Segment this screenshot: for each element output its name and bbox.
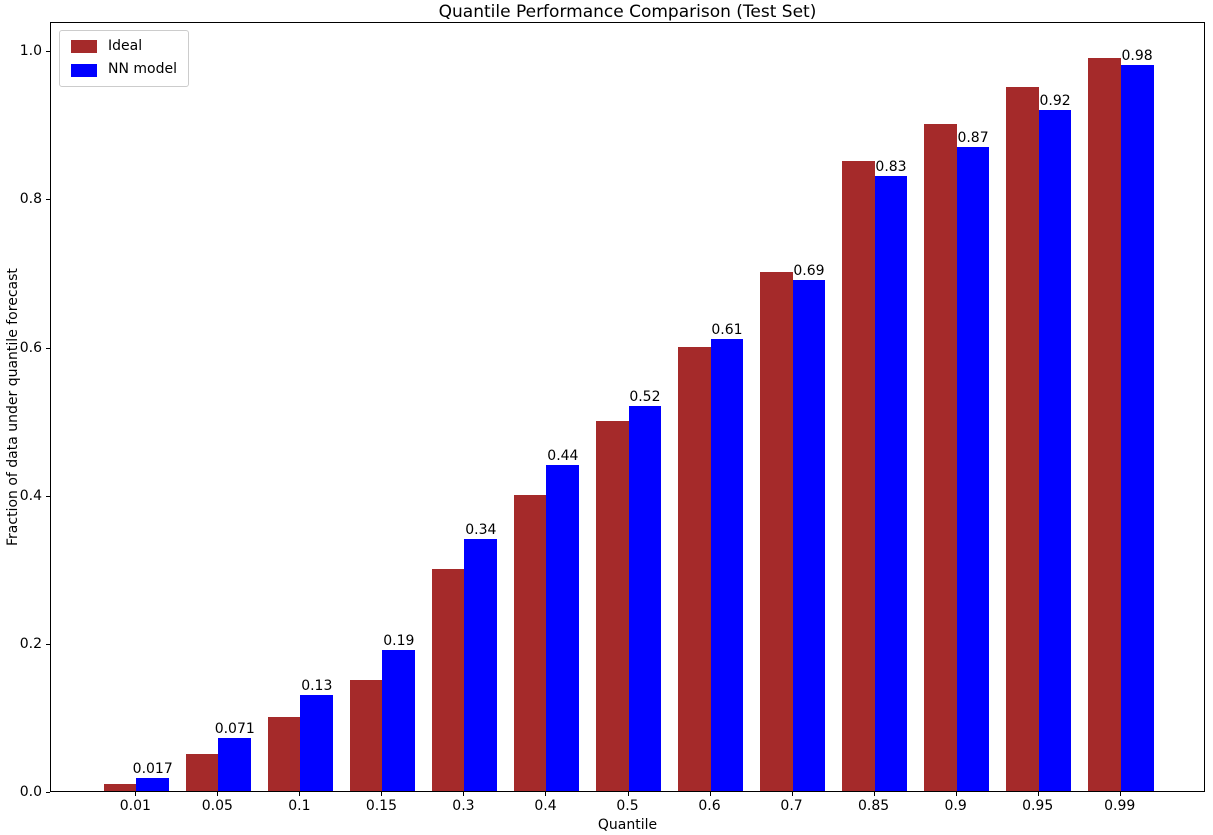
bar-nn-model bbox=[956, 146, 990, 791]
x-tick-label: 0.99 bbox=[1104, 798, 1136, 814]
bar-nn-model bbox=[136, 778, 170, 791]
y-tick-label: 0.2 bbox=[19, 635, 42, 652]
bar-ideal bbox=[513, 494, 547, 791]
y-tick-label: 1.0 bbox=[19, 43, 42, 60]
y-tick-mark bbox=[46, 792, 50, 793]
bar-value-label: 0.69 bbox=[793, 262, 825, 279]
bar-nn-model bbox=[464, 539, 498, 791]
y-tick-label: 0.0 bbox=[19, 784, 42, 800]
bar-ideal bbox=[349, 679, 383, 791]
bar-ideal bbox=[759, 272, 793, 791]
legend-label-nn-model: NN model bbox=[108, 61, 177, 78]
bar-ideal bbox=[1087, 57, 1121, 791]
x-tick-label: 0.85 bbox=[858, 798, 890, 814]
x-tick-label: 0.05 bbox=[201, 798, 233, 814]
x-tick-label: 0.1 bbox=[288, 798, 311, 814]
bar-nn-model bbox=[1038, 109, 1072, 791]
bar-value-label: 0.13 bbox=[301, 677, 333, 694]
x-tick-mark bbox=[627, 792, 629, 796]
bar-nn-model bbox=[382, 650, 416, 791]
x-tick-label: 0.6 bbox=[698, 798, 721, 814]
y-tick-mark bbox=[46, 347, 50, 349]
x-tick-label: 0.4 bbox=[534, 798, 557, 814]
x-tick-mark bbox=[135, 792, 137, 796]
legend-swatch-nn-model bbox=[71, 63, 97, 77]
y-tick-label: 0.4 bbox=[19, 487, 42, 504]
legend: Ideal NN model bbox=[59, 30, 189, 87]
bar-nn-model bbox=[874, 176, 908, 791]
bar-ideal bbox=[923, 124, 957, 791]
y-axis-label: Fraction of data under quantile forecast bbox=[5, 268, 21, 546]
x-tick-mark bbox=[545, 792, 547, 796]
y-tick-label: 0.8 bbox=[19, 191, 42, 208]
bar-ideal bbox=[431, 568, 465, 791]
bar-value-label: 0.52 bbox=[629, 388, 661, 405]
bar-ideal bbox=[841, 161, 875, 791]
bar-ideal bbox=[1005, 87, 1039, 791]
bar-value-label: 0.92 bbox=[1039, 92, 1071, 109]
legend-swatch-ideal bbox=[71, 40, 97, 54]
bar-nn-model bbox=[218, 738, 252, 791]
x-tick-mark bbox=[299, 792, 301, 796]
bar-nn-model bbox=[1120, 65, 1154, 791]
bar-ideal bbox=[185, 753, 219, 791]
bar-nn-model bbox=[546, 465, 580, 791]
x-tick-mark bbox=[873, 792, 875, 796]
x-tick-mark bbox=[791, 792, 793, 796]
plot-area: Ideal NN model 0.017 0.071 0.13 0.19 0.34 0.44… bbox=[50, 22, 1205, 792]
bar-value-label: 0.071 bbox=[214, 721, 255, 738]
x-tick-label: 0.7 bbox=[780, 798, 803, 814]
bar-nn-model bbox=[710, 339, 744, 791]
x-tick-label: 0.3 bbox=[452, 798, 475, 814]
x-tick-label: 0.95 bbox=[1022, 798, 1054, 814]
y-tick-mark bbox=[46, 199, 50, 201]
x-tick-label: 0.01 bbox=[119, 798, 151, 814]
bar-value-label: 0.61 bbox=[711, 322, 743, 339]
bar-ideal bbox=[595, 420, 629, 791]
bar-nn-model bbox=[792, 279, 826, 791]
bar-ideal bbox=[103, 783, 137, 791]
y-tick-label: 0.6 bbox=[19, 339, 42, 356]
bar-value-label: 0.017 bbox=[132, 761, 173, 778]
legend-entry-ideal: Ideal bbox=[71, 38, 177, 54]
bar-ideal bbox=[267, 716, 301, 791]
x-tick-mark bbox=[709, 792, 711, 796]
y-tick-mark bbox=[46, 643, 50, 645]
bar-value-label: 0.19 bbox=[383, 633, 415, 650]
bar-nn-model bbox=[628, 405, 662, 791]
x-tick-mark bbox=[1037, 792, 1039, 796]
x-tick-mark bbox=[1119, 792, 1121, 796]
x-tick-mark bbox=[955, 792, 957, 796]
bar-value-label: 0.44 bbox=[547, 448, 579, 465]
x-tick-mark bbox=[217, 792, 219, 796]
bar-value-label: 0.83 bbox=[875, 159, 907, 176]
bar-nn-model bbox=[300, 694, 334, 791]
y-tick-mark bbox=[46, 495, 50, 497]
x-tick-label: 0.9 bbox=[944, 798, 967, 814]
chart-title: Quantile Performance Comparison (Test Se… bbox=[438, 2, 817, 22]
bar-value-label: 0.87 bbox=[957, 129, 989, 146]
x-axis-label: Quantile bbox=[597, 817, 658, 833]
legend-label-ideal: Ideal bbox=[108, 38, 143, 54]
bar-ideal bbox=[677, 346, 711, 791]
bar-value-label: 0.34 bbox=[465, 522, 497, 539]
x-tick-mark bbox=[381, 792, 383, 796]
y-tick-mark bbox=[46, 51, 50, 53]
x-tick-mark bbox=[463, 792, 465, 796]
legend-entry-nn-model: NN model bbox=[71, 61, 177, 78]
bar-value-label: 0.98 bbox=[1121, 48, 1153, 65]
x-tick-label: 0.15 bbox=[365, 798, 397, 814]
x-tick-label: 0.5 bbox=[616, 798, 639, 814]
